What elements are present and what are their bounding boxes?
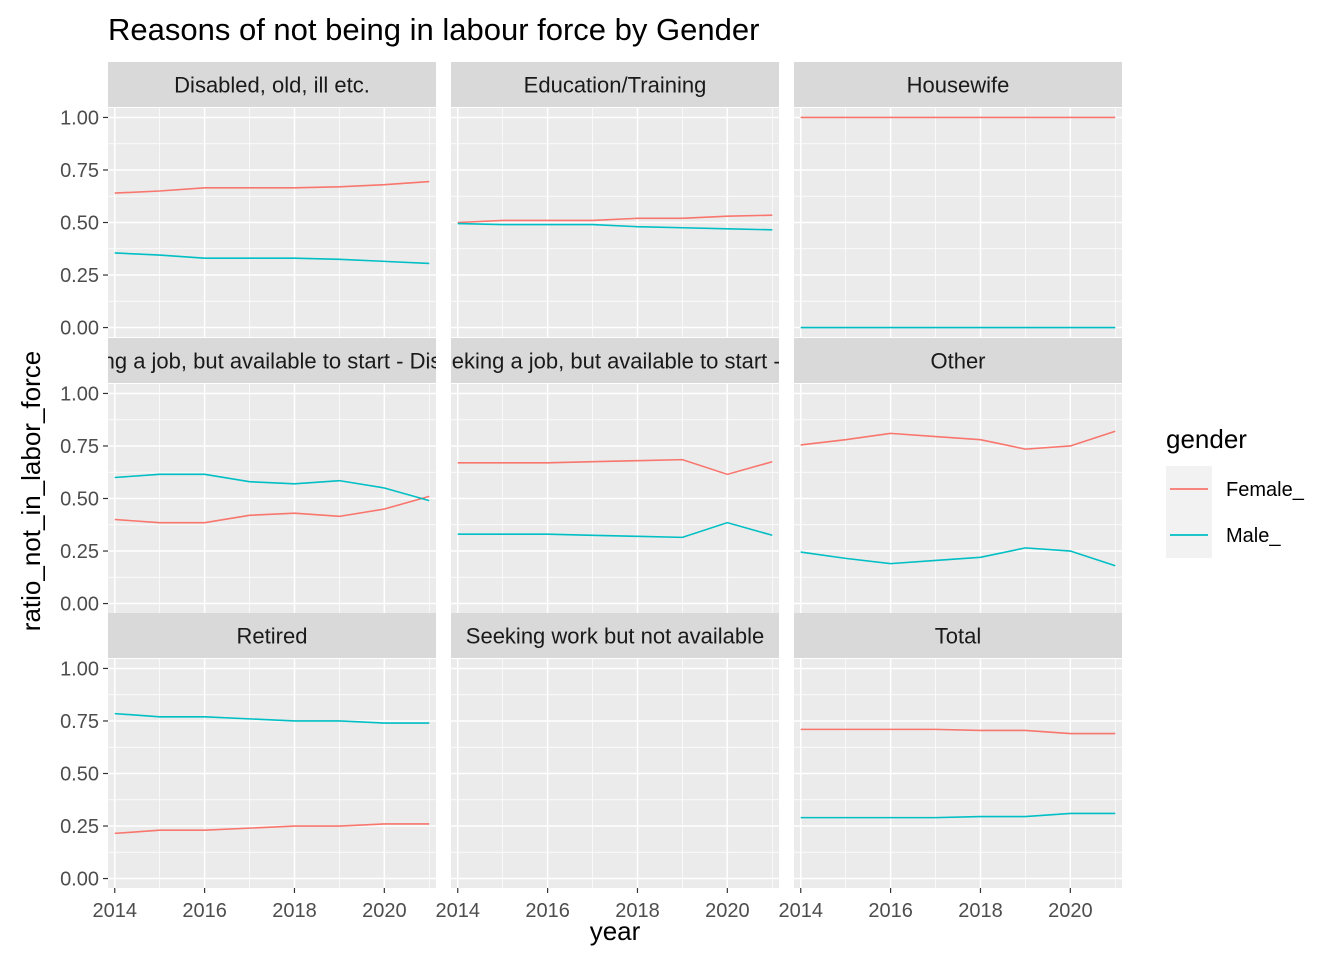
y-tick-label: 0.50: [60, 764, 99, 786]
legend-label: Male_: [1226, 525, 1281, 547]
chart-title: Reasons of not being in labour force by …: [108, 12, 759, 47]
facet-plot-area: [451, 659, 779, 888]
series-line-male: [800, 547, 1116, 567]
y-tick-label: 0.50: [60, 489, 99, 511]
facet-strip: [794, 338, 1122, 383]
legend-item: Male_: [1166, 512, 1281, 558]
y-tick-label: 0.00: [60, 318, 99, 340]
facet-strip-label: Retired: [237, 624, 308, 649]
y-tick-label: 0.75: [60, 160, 99, 182]
facet-strip: [451, 613, 779, 658]
y-axis-title: ratio_not_in_labor_force: [16, 351, 46, 631]
y-tick-label: 1.00: [60, 107, 99, 129]
series-line-female: [114, 180, 430, 194]
x-tick-label: 2018: [615, 900, 660, 922]
x-tick-label: 2018: [272, 900, 317, 922]
facet-plot-area: [451, 384, 779, 613]
facet-strip: [794, 62, 1122, 107]
facet-plot-area: [451, 108, 779, 337]
facet-strip-label: Not seeking a job, but available to star…: [388, 349, 842, 374]
legend: gender Female_ Male_: [1166, 424, 1305, 558]
facet-plot-area: [794, 659, 1122, 888]
y-tick-label: 0.25: [60, 541, 99, 563]
facet-panel: Education/Training: [451, 62, 779, 337]
y-tick-label: 0.75: [60, 436, 99, 458]
y-tick-label: 0.25: [60, 265, 99, 287]
x-tick-label: 2020: [1048, 900, 1093, 922]
facet-strip-label: Education/Training: [524, 73, 707, 98]
y-tick-label: 0.75: [60, 711, 99, 733]
facet-panels: Disabled, old, ill etc. Education/Trainin…: [11, 62, 1122, 888]
facet-strip: [794, 613, 1122, 658]
series-line-male: [800, 812, 1116, 819]
facet-strip-label: Total: [935, 624, 981, 649]
x-tick-label: 2016: [868, 900, 913, 922]
x-tick-label: 2016: [182, 900, 227, 922]
facet-plot-area: [794, 384, 1122, 613]
facet-panel: Seeking work but not available: [451, 613, 779, 888]
y-tick-label: 0.00: [60, 869, 99, 891]
x-tick-label: 2020: [705, 900, 750, 922]
legend-item: Female_: [1166, 466, 1305, 512]
facet-panel: Other: [794, 338, 1122, 613]
facet-panel: Total: [794, 613, 1122, 888]
facet-strip: [108, 613, 436, 658]
series-line-male: [114, 712, 430, 724]
x-axis-tick-labels: 2014 2016 2018 2020 2014 2016 2018 2020 2014 2016…: [92, 888, 1093, 922]
facet-strip-label: Other: [930, 349, 985, 374]
x-tick-label: 2020: [362, 900, 407, 922]
y-tick-label: 0.00: [60, 594, 99, 616]
series-line-male: [457, 521, 773, 539]
series-line-female: [457, 214, 773, 224]
facet-panel: Retired: [108, 613, 436, 888]
y-tick-label: 1.00: [60, 658, 99, 680]
x-tick-label: 2014: [92, 900, 137, 922]
x-tick-label: 2014: [778, 900, 823, 922]
x-tick-label: 2018: [958, 900, 1003, 922]
facet-strip: [451, 62, 779, 107]
legend-title: gender: [1166, 424, 1247, 454]
y-axis-tick-labels: 0.00 0.25 0.50 0.75 1.00 0.00 0.25 0.50 0.75 1.00…: [60, 107, 108, 891]
y-tick-label: 0.50: [60, 213, 99, 235]
facet-plot-area: [108, 108, 436, 337]
facet-panel: Not seeking a job, but available to star…: [11, 338, 533, 613]
legend-label: Female_: [1226, 479, 1305, 501]
facet-strip-label: Seeking work but not available: [466, 624, 764, 649]
x-tick-label: 2016: [525, 900, 570, 922]
series-line-female: [114, 495, 430, 524]
facet-strip-label: Not seeking a job, but available to star…: [11, 349, 533, 374]
facet-panel: Housewife: [794, 62, 1122, 337]
facet-strip: [108, 62, 436, 107]
legend-items: Female_ Male_: [1166, 466, 1305, 558]
facet-strip: [451, 338, 779, 383]
facet-strip: [108, 338, 436, 383]
facet-plot-area: [108, 659, 436, 888]
facet-panel: Disabled, old, ill etc.: [108, 62, 436, 337]
series-line-male: [114, 252, 430, 265]
series-line-female: [800, 430, 1116, 450]
series-line-male: [114, 473, 430, 502]
x-tick-label: 2014: [435, 900, 480, 922]
series-line-female: [114, 823, 430, 835]
facet-panel: Not seeking a job, but available to star…: [388, 338, 842, 613]
y-tick-label: 0.25: [60, 816, 99, 838]
series-line-female: [457, 458, 773, 476]
series-line-female: [800, 728, 1116, 735]
facet-plot-area: [794, 108, 1122, 337]
series-line-male: [457, 222, 773, 231]
y-tick-label: 1.00: [60, 383, 99, 405]
facet-plot-area: [108, 384, 436, 613]
x-axis-title: year: [590, 916, 641, 946]
facet-strip-label: Disabled, old, ill etc.: [174, 73, 370, 98]
facet-strip-label: Housewife: [907, 73, 1010, 98]
